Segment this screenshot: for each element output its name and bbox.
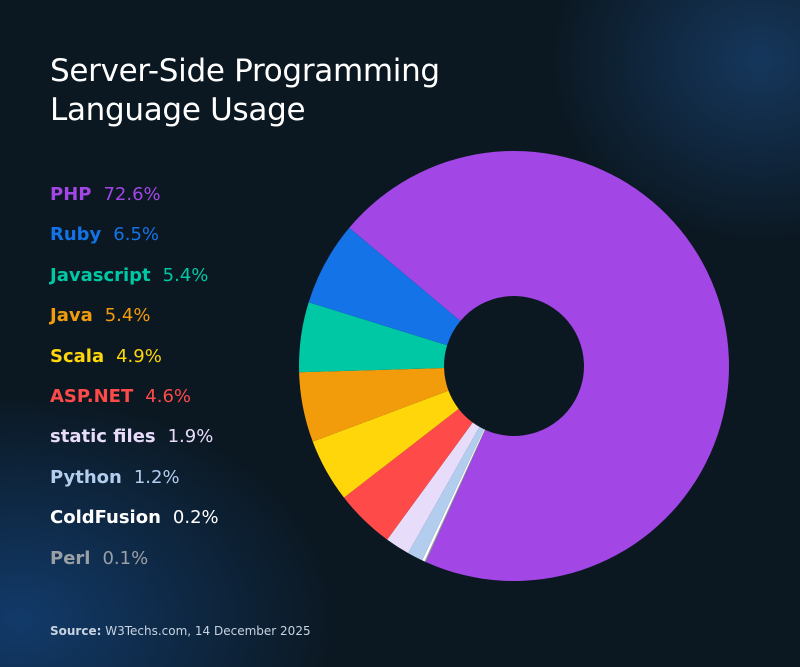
chart-title: Server-Side Programming Language Usage [50,52,440,130]
legend-item: static files 1.9% [50,422,219,462]
legend-label: Ruby [50,224,102,246]
legend-item: PHP 72.6% [50,180,219,220]
slice-scala [312,390,459,498]
legend-value: 4.9% [116,345,162,367]
legend-value: 72.6% [103,184,161,205]
legend-item: ASP.NET 4.6% [50,382,219,422]
legend-value: 6.5% [113,224,160,246]
legend-label: Java [50,305,93,327]
legend-item: ColdFusion 0.2% [50,503,219,543]
slice-coldfusion [422,429,485,562]
source-text: W3Techs.com, 14 December 2025 [101,624,311,638]
legend-label: Perl [50,547,91,569]
slice-python [408,426,485,561]
legend-item: Java 5.4% [50,301,219,341]
legend-value: 5.4% [162,264,209,286]
legend-item: Ruby 6.5% [50,220,219,260]
legend-item: Javascript 5.4% [50,261,219,301]
legend-value: 5.4% [104,305,151,327]
legend-label: Javascript [50,264,151,286]
legend-label: static files [50,426,156,448]
slice-php [349,151,729,582]
legend-value: 1.2% [133,466,180,488]
legend-value: 4.6% [145,385,191,407]
slice-perl [424,429,486,563]
slice-ruby [308,227,461,346]
title-line-1: Server-Side Programming [50,53,440,89]
legend-item: Python 1.2% [50,463,219,503]
legend-item: Scala 4.9% [50,342,219,382]
slice-java [299,368,449,442]
legend-value: 1.9% [167,426,214,448]
legend-label: ASP.NET [50,385,134,407]
legend-item: Perl 0.1% [50,544,219,584]
legend-label: ColdFusion [50,507,161,529]
source-note: Source: W3Techs.com, 14 December 2025 [50,624,311,638]
source-label: Source: [50,624,102,638]
legend-label: Python [50,466,122,488]
legend-value: 0.1% [102,547,149,569]
slice-javascript [299,302,448,373]
legend-label: PHP [50,184,92,205]
slice-static-files [387,422,480,554]
slice-asp-net [343,408,473,540]
legend-label: Scala [50,345,105,367]
legend-value: 0.2% [172,507,219,529]
legend: PHP 72.6% Ruby 6.5% Javascript 5.4% Java 5.4% Sc… [50,180,219,584]
title-line-2: Language Usage [50,92,306,128]
